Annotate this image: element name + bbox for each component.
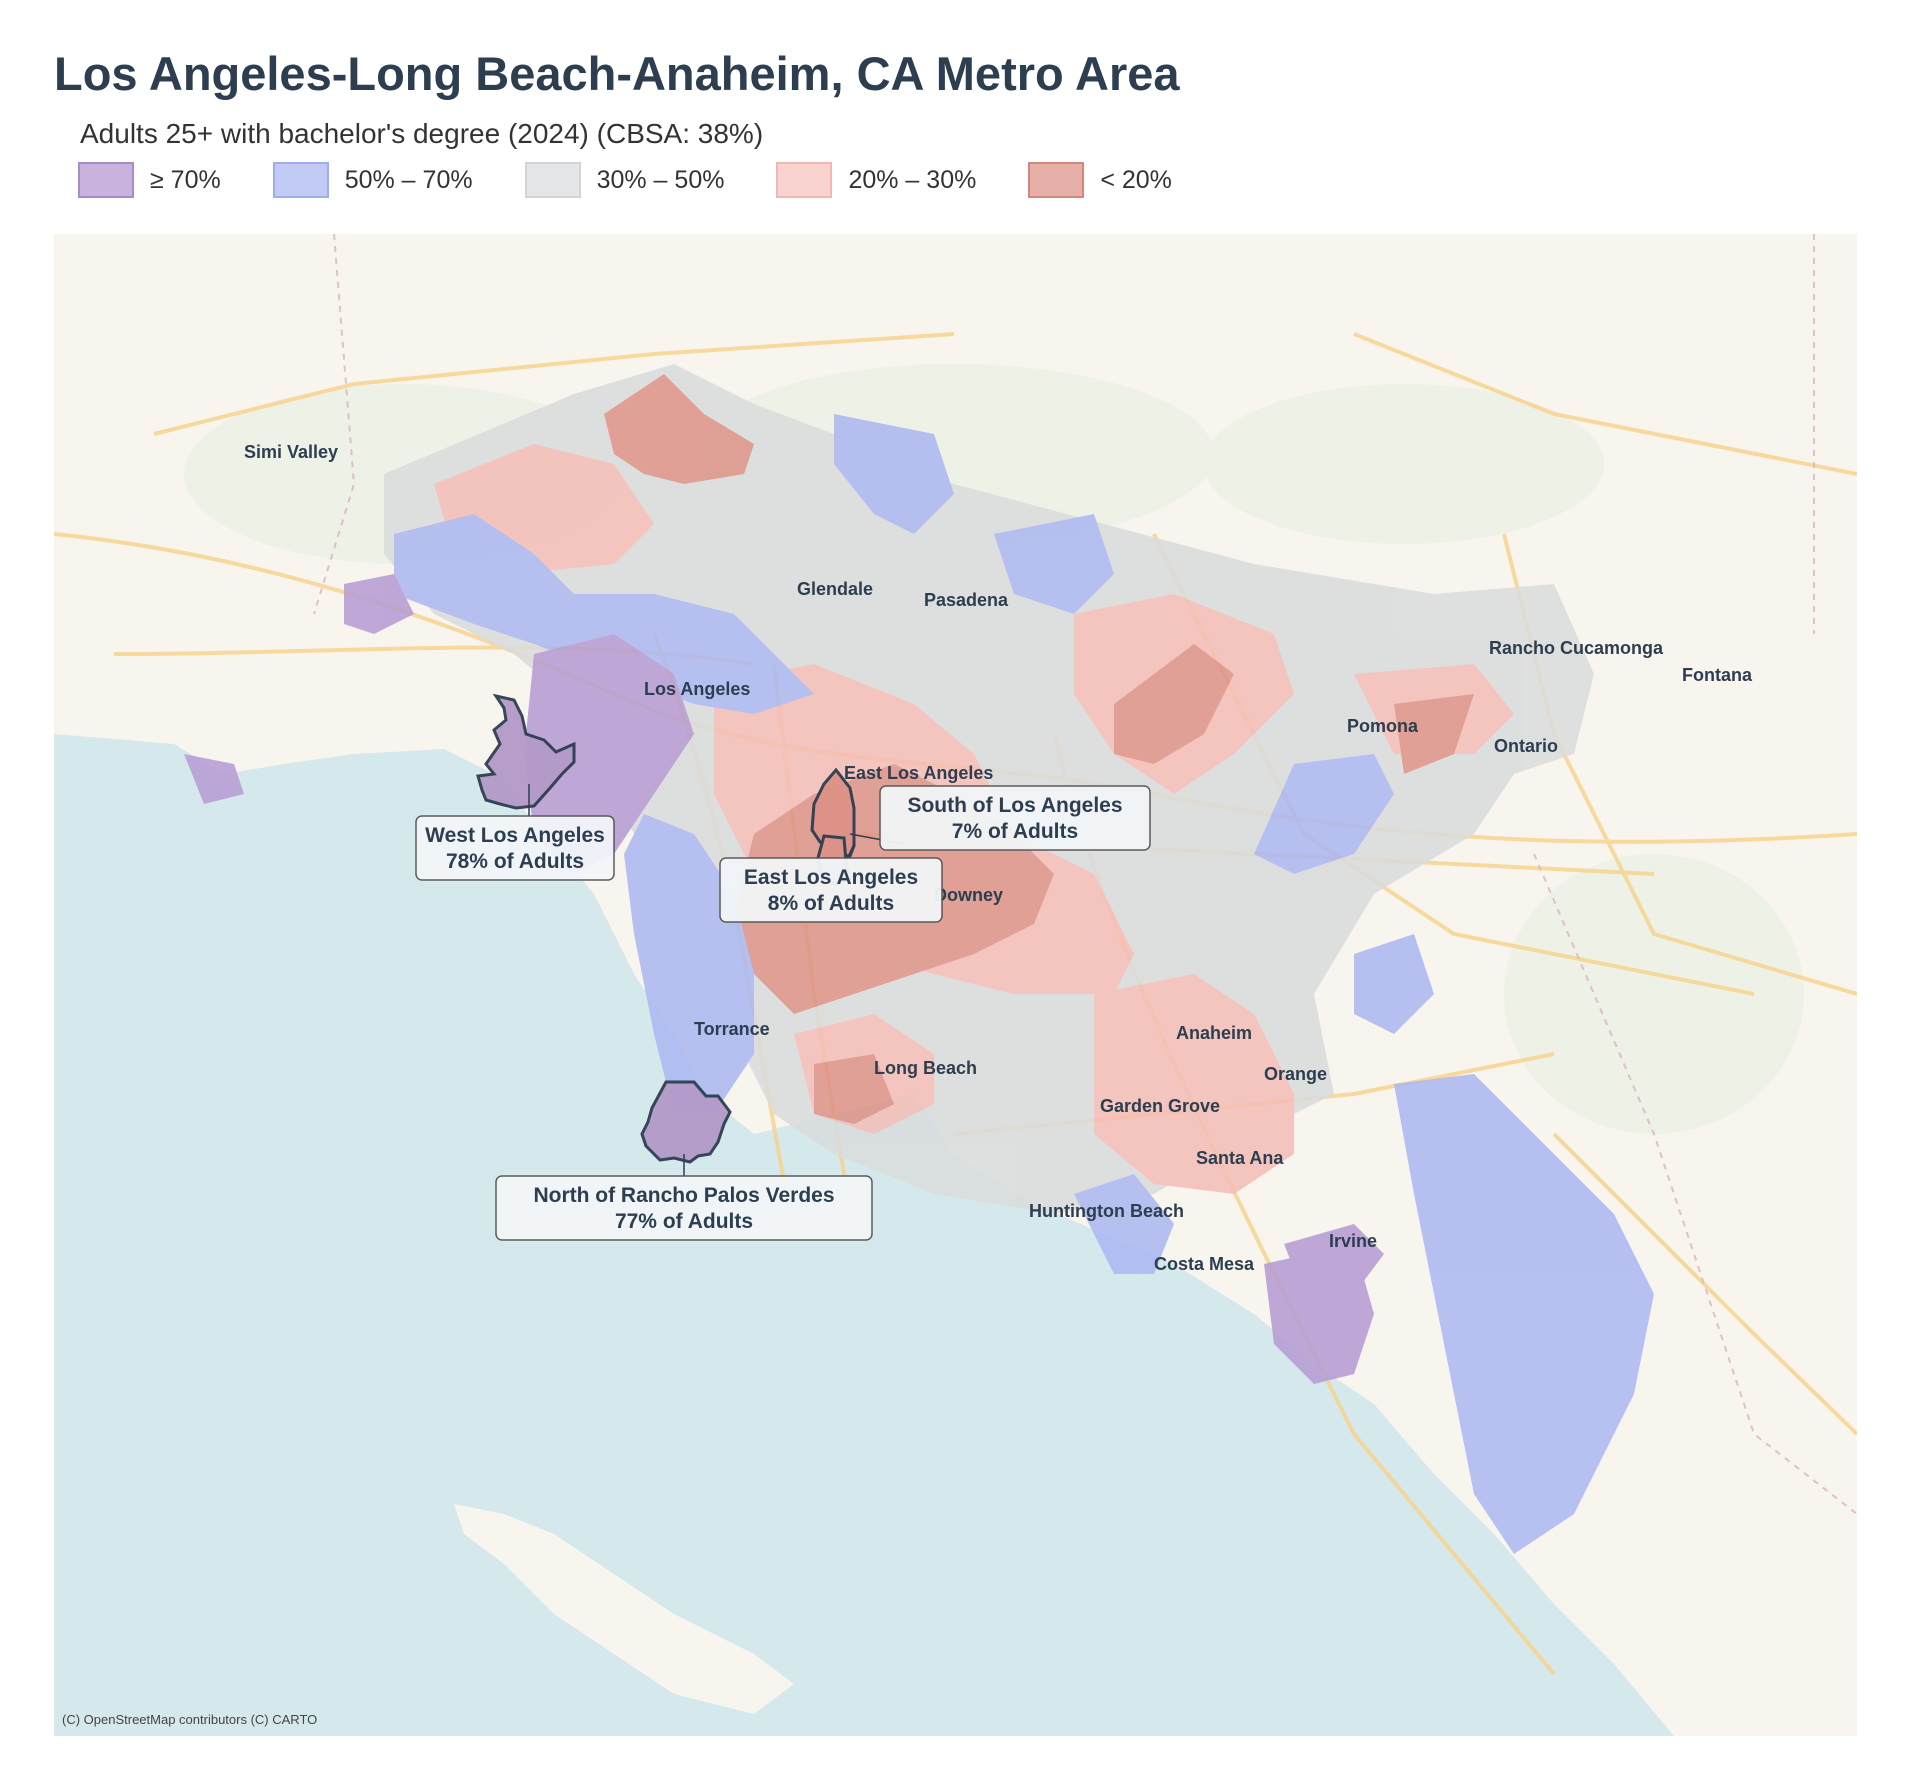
region-50-70	[994, 514, 1114, 614]
legend-item-20-30: 20% – 30%	[776, 162, 976, 198]
legend-swatch	[272, 162, 329, 198]
legend-label: < 20%	[1100, 165, 1172, 194]
legend-swatch	[1028, 162, 1085, 198]
legend-label: ≥ 70%	[150, 165, 221, 194]
legend-item-50-70: 50% – 70%	[272, 162, 473, 198]
legend-label: 50% – 70%	[344, 165, 473, 194]
region-70-plus	[184, 754, 244, 804]
place-label: Glendale	[797, 579, 873, 599]
map-title: Los Angeles-Long Beach-Anaheim, CA Metro…	[54, 47, 1180, 100]
place-labels: Simi Valley Glendale Pasadena Los Angele…	[244, 442, 1753, 1274]
place-label: Costa Mesa	[1154, 1254, 1255, 1274]
place-label: Garden Grove	[1100, 1096, 1220, 1116]
place-label: Orange	[1264, 1064, 1327, 1084]
region-50-70	[394, 514, 814, 714]
map-canvas[interactable]: Simi Valley Glendale Pasadena Los Angele…	[54, 234, 1857, 1736]
legend-label: 20% – 30%	[848, 165, 977, 194]
place-label: Downey	[934, 885, 1003, 905]
region-50-70	[834, 414, 954, 534]
place-label: Simi Valley	[244, 442, 338, 462]
legend-item-30-50: 30% – 50%	[524, 162, 725, 198]
region-70-plus	[1284, 1224, 1384, 1294]
callout-title: North of Rancho Palos Verdes	[533, 1184, 834, 1207]
region-70-plus	[524, 634, 694, 874]
callout-value: 7% of Adults	[952, 820, 1078, 843]
place-label: Rancho Cucamonga	[1489, 638, 1664, 658]
region-70-plus	[344, 574, 414, 634]
callout-value: 77% of Adults	[615, 1210, 753, 1233]
region-under-20	[1114, 644, 1234, 764]
callout-value: 78% of Adults	[446, 850, 584, 873]
place-label: Santa Ana	[1196, 1148, 1284, 1168]
highlight-outlines	[476, 693, 856, 1164]
place-label: Irvine	[1329, 1231, 1377, 1251]
callout-east-los-angeles: East Los Angeles 8% of Adults	[719, 857, 943, 923]
south-los-angeles-outline	[810, 767, 856, 858]
place-label: Huntington Beach	[1029, 1201, 1184, 1221]
callout-south-los-angeles: South of Los Angeles 7% of Adults	[879, 785, 1151, 851]
place-label: East Los Angeles	[844, 763, 993, 783]
place-label: Anaheim	[1176, 1023, 1252, 1043]
place-label: Pasadena	[924, 590, 1009, 610]
legend-item-under-20: < 20%	[1028, 162, 1172, 198]
legend-label: 30% – 50%	[596, 165, 725, 194]
region-under-20	[1394, 694, 1474, 774]
legend-item-70-plus: ≥ 70%	[78, 162, 221, 198]
legend: ≥ 70% 50% – 70% 30% – 50% 20% – 30% < 20…	[78, 162, 1224, 198]
region-50-70	[1254, 754, 1394, 874]
legend-swatch	[524, 162, 581, 198]
place-label: Fontana	[1682, 665, 1753, 685]
catalina-island	[454, 1504, 794, 1714]
region-under-20	[604, 374, 754, 484]
place-label: Torrance	[694, 1019, 770, 1039]
west-los-angeles-outline	[476, 693, 576, 810]
map-attribution: (C) OpenStreetMap contributors (C) CARTO	[62, 1712, 318, 1727]
callout-title: West Los Angeles	[425, 824, 605, 847]
callout-title: East Los Angeles	[744, 866, 918, 889]
callout-rancho-palos-verdes: North of Rancho Palos Verdes 77% of Adul…	[495, 1175, 873, 1241]
callout-west-los-angeles: West Los Angeles 78% of Adults	[415, 815, 615, 881]
place-label: Long Beach	[874, 1058, 977, 1078]
legend-swatch	[78, 162, 134, 198]
region-50-70	[1354, 934, 1434, 1034]
region-20-30	[1094, 974, 1294, 1194]
place-label: Ontario	[1494, 736, 1558, 756]
map-subtitle: Adults 25+ with bachelor's degree (2024)…	[80, 118, 764, 149]
place-label: Pomona	[1347, 716, 1419, 736]
legend-swatch	[776, 162, 833, 198]
region-under-20	[814, 1054, 894, 1124]
callout-title: South of Los Angeles	[907, 794, 1122, 817]
boundary-lines	[313, 234, 1857, 1515]
region-50-70	[1074, 1174, 1174, 1274]
region-50-70	[1394, 1074, 1654, 1554]
place-label: Los Angeles	[644, 679, 750, 699]
callout-value: 8% of Adults	[768, 892, 894, 915]
rancho-palos-verdes-outline	[640, 1080, 732, 1164]
